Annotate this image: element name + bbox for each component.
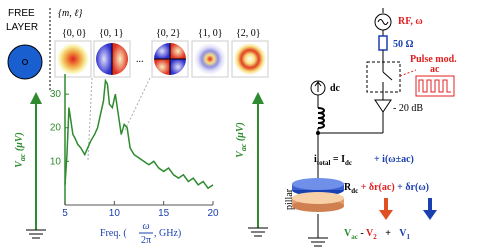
pulse-label: Pulse mod. (410, 54, 457, 65)
x-axis-label: , GHz) (154, 228, 181, 239)
dc-arrow (314, 81, 322, 92)
inductor (317, 107, 325, 129)
guide (87, 77, 93, 161)
arrow-head (379, 210, 393, 220)
ground (26, 229, 46, 239)
y-tick-label: 30 (50, 89, 62, 100)
voltage-equation: Vac - V2 + V1 (344, 228, 411, 241)
x-tick-label: 15 (158, 208, 170, 219)
eq-part: - (358, 228, 366, 239)
label-part: (μV) (14, 132, 25, 153)
mode-image (234, 43, 266, 75)
pulse-link (399, 69, 417, 77)
spectrum-plot: 10 20 30 5 10 15 20 (50, 74, 219, 219)
label-part: V (235, 150, 246, 158)
y-axis-label: Vac (μV) (14, 132, 27, 168)
arrow-head (423, 210, 437, 220)
eq-part: 1 (407, 233, 411, 241)
mode-image (96, 43, 112, 75)
disk-center (22, 59, 28, 65)
pulse-label: ac (430, 64, 440, 75)
mode-label: {2, 0} (236, 28, 261, 39)
attenuator (374, 99, 392, 113)
eq-part: + δr(ω) (395, 182, 429, 193)
mode-image (170, 43, 186, 59)
eq-part: + δr(ac) (358, 182, 394, 193)
mode-image (154, 59, 170, 75)
resistance-equation: Rdc + δr(ac) + δr(ω) (344, 182, 429, 195)
pillar-label: pillar (284, 188, 295, 210)
attenuator-label: - 20 dB (393, 103, 423, 114)
switch-box (366, 61, 401, 93)
pillar-layer (292, 178, 344, 190)
eq-part: total (317, 159, 331, 167)
mode-label: {1, 0} (198, 28, 223, 39)
current-equation: itotal = Idc + i(ω±ac) (314, 154, 414, 167)
circuit (308, 8, 455, 247)
mode-image (112, 43, 128, 75)
mode-label: {0, 1} (99, 28, 124, 39)
x-axis-label: ω (142, 221, 149, 232)
junction (316, 131, 320, 135)
eq-part: i (314, 154, 317, 165)
mode-image (170, 59, 186, 75)
pulse-box (415, 75, 455, 97)
mode-header: {m, ℓ} (58, 8, 82, 19)
resistor (378, 35, 388, 51)
ellipsis: ... (136, 54, 144, 65)
eq-part: + i(ω±ac) (374, 154, 414, 165)
mode-image (194, 43, 226, 75)
eq-part: ac (351, 233, 358, 241)
eq-part: 2 (373, 233, 377, 241)
dc-label: dc (330, 83, 341, 94)
x-tick-label: 10 (109, 208, 121, 219)
eq-part: V (366, 228, 374, 239)
x-axis-label: Freq. ( (100, 228, 127, 239)
mode-image (57, 43, 89, 75)
eq-part: V (399, 228, 407, 239)
eq-part: = I (330, 154, 345, 165)
eq-part: R (344, 182, 352, 193)
resistor-label: 50 Ω (393, 39, 414, 50)
switch (382, 71, 393, 81)
y-tick-label: 10 (50, 156, 62, 167)
eq-part: dc (351, 187, 358, 195)
side-label: Vac (μV) (235, 122, 248, 158)
x-axis-label: 2π (141, 235, 151, 246)
pillar-layer (292, 192, 344, 204)
free-layer-label: FREE (8, 8, 35, 19)
mode-image (154, 43, 170, 59)
mode-label: {0, 2} (156, 28, 181, 39)
label-part: ac (239, 143, 248, 151)
pulse-train (418, 79, 451, 93)
label-part: V (14, 160, 25, 168)
free-layer-label: LAYER (6, 22, 38, 33)
arrow-head (30, 92, 42, 104)
eq-part: + (383, 228, 394, 239)
guide (124, 77, 151, 131)
y-tick-label: 20 (50, 123, 62, 134)
spectrum-line (64, 78, 214, 190)
label-part: ac (18, 153, 27, 161)
ground (248, 227, 268, 237)
x-tick-label: 5 (62, 208, 68, 219)
eq-part: V (344, 228, 352, 239)
sine-symbol (377, 19, 389, 25)
mode-label: {0, 0} (62, 28, 87, 39)
rf-label: RF, ω (398, 16, 423, 27)
ground (308, 237, 328, 247)
arrow-head (252, 92, 264, 104)
eq-part: dc (345, 159, 352, 167)
x-tick-label: 20 (207, 208, 219, 219)
free-layer-disk (7, 44, 43, 80)
label-part: (μV) (235, 122, 246, 143)
